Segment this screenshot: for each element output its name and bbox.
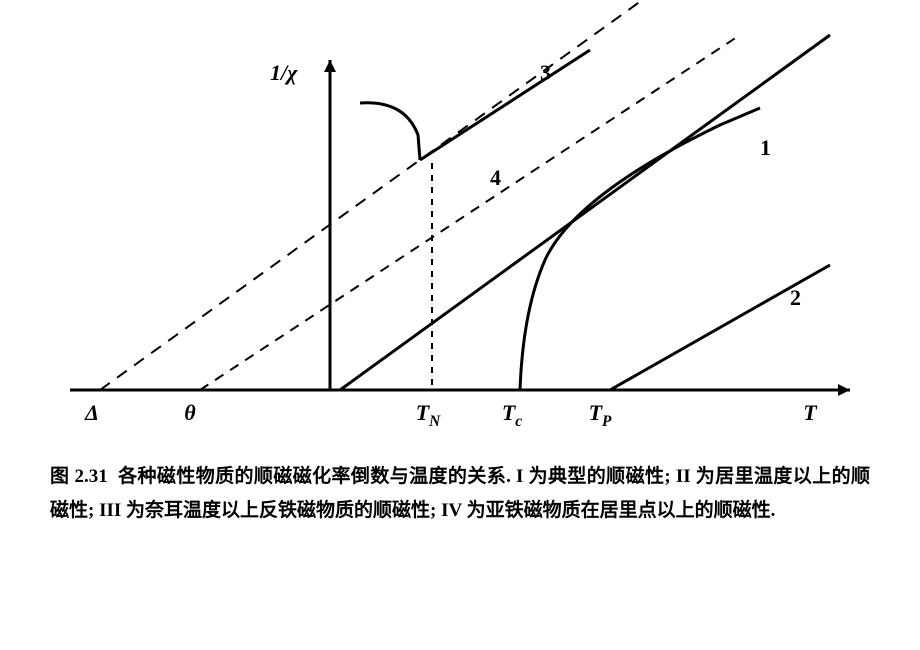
curve-label-4: 4: [490, 165, 501, 190]
figure-caption: 图 2.31 各种磁性物质的顺磁磁化率倒数与温度的关系. I 为典型的顺磁性; …: [0, 460, 920, 528]
x-axis-arrow: [838, 384, 850, 396]
curve-label-1: 1: [760, 135, 771, 160]
curve-1: [340, 35, 830, 390]
x-label-1: θ: [184, 400, 196, 425]
caption-prefix: 图 2.31: [50, 466, 108, 487]
curve-label-3: 3: [540, 60, 551, 85]
y-axis-label: 1/χ: [270, 60, 298, 85]
curve-3-dashed-extension: [100, 0, 830, 390]
x-label-5: T: [803, 400, 818, 425]
curve-3-line: [420, 50, 590, 160]
x-label-3: Tc: [502, 400, 522, 430]
curve-4: [520, 108, 760, 390]
y-axis-arrow: [324, 60, 336, 72]
x-label-0: Δ: [84, 400, 99, 425]
caption-body: 各种磁性物质的顺磁磁化率倒数与温度的关系. I 为典型的顺磁性; II 为居里温…: [50, 466, 870, 521]
curve-2: [610, 265, 830, 390]
curve-3-hook: [360, 103, 420, 160]
susceptibility-plot: 1/χ Δθ TN Tc TP T 3 1 4 2: [0, 0, 920, 460]
x-label-2: TN: [416, 400, 441, 430]
curve-label-2: 2: [790, 285, 801, 310]
x-label-4: TP: [589, 400, 612, 430]
dashed-from-theta: [200, 35, 740, 390]
